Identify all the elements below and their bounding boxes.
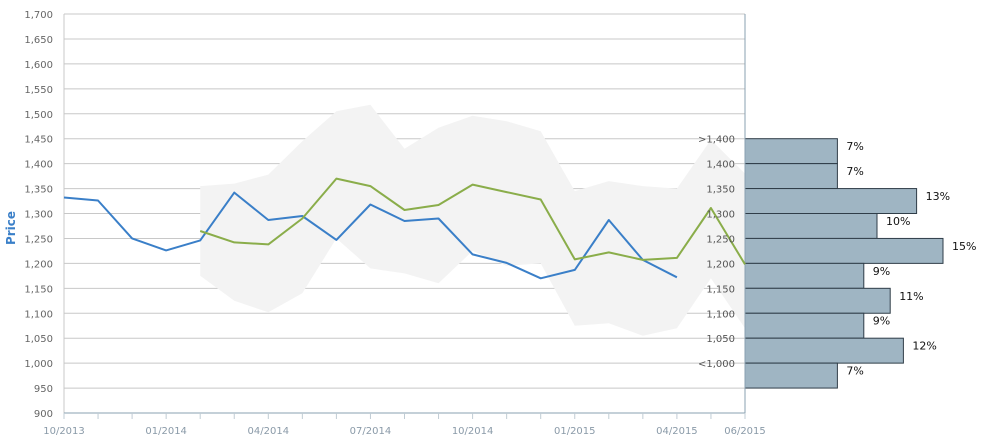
green-series-line	[199, 177, 746, 265]
distribution-range-label: 1,100	[706, 309, 735, 320]
distribution-range-label: <1,000	[698, 359, 735, 370]
distribution-percent-label: 9%	[873, 315, 890, 328]
distribution-range-label: 1,150	[706, 284, 735, 295]
series-lines	[63, 177, 746, 280]
range-band	[200, 104, 745, 336]
y-tick-label: 1,500	[24, 110, 53, 121]
distribution-bars	[744, 138, 944, 389]
distribution-range-label: 1,050	[706, 334, 735, 345]
distribution-bar	[744, 188, 918, 214]
y-tick-label: 1,350	[24, 185, 53, 196]
axes	[63, 14, 746, 419]
distribution-bar	[744, 337, 904, 364]
x-tick-label: 10/2014	[452, 426, 494, 437]
distribution-bar	[744, 213, 878, 239]
y-tick-label: 950	[34, 384, 53, 395]
distribution-range-label: >1,400	[698, 135, 735, 146]
y-tick-label: 1,600	[24, 60, 53, 71]
distribution-range-label: 1,250	[706, 234, 735, 245]
y-tick-label: 1,550	[24, 85, 53, 96]
distribution-bar	[744, 163, 838, 190]
y-tick-label: 1,300	[24, 210, 53, 221]
gridlines	[64, 13, 745, 414]
distribution-percent-label: 7%	[846, 365, 863, 378]
y-tick-label: 1,200	[24, 259, 53, 270]
y-tick-label: 1,650	[24, 35, 53, 46]
distribution-percent-label: 15%	[952, 240, 976, 253]
distribution-range-label: 1,200	[706, 259, 735, 270]
distribution-percent-label: 13%	[926, 190, 950, 203]
y-tick-label: 1,450	[24, 135, 53, 146]
y-tick-label: 1,250	[24, 234, 53, 245]
forecast-range-area	[200, 104, 745, 336]
x-tick-label: 04/2015	[656, 426, 698, 437]
x-tick-label: 07/2014	[350, 426, 392, 437]
y-axis-label: Price	[4, 211, 18, 245]
y-tick-label: 900	[34, 409, 53, 420]
y-tick-label: 1,150	[24, 284, 53, 295]
x-tick-label: 06/2015	[724, 426, 766, 437]
x-tick-label: 01/2015	[554, 426, 596, 437]
distribution-bar	[744, 287, 891, 314]
x-tick-label: 01/2014	[145, 426, 187, 437]
y-tick-label: 1,000	[24, 359, 53, 370]
distribution-bar	[744, 138, 838, 165]
distribution-percent-label: 11%	[899, 290, 923, 303]
distribution-bar	[744, 312, 865, 339]
distribution-percent-label: 7%	[846, 165, 863, 178]
distribution-range-label: 1,300	[706, 210, 735, 221]
distribution-percent-label: 7%	[846, 140, 863, 153]
distribution-percent-label: 10%	[886, 215, 910, 228]
distribution-range-label: 1,400	[706, 160, 735, 171]
distribution-percent-label: 9%	[873, 265, 890, 278]
y-tick-label: 1,400	[24, 160, 53, 171]
y-tick-label: 1,050	[24, 334, 53, 345]
y-tick-label: 1,100	[24, 309, 53, 320]
distribution-range-label: 1,350	[706, 185, 735, 196]
distribution-bar	[744, 262, 865, 289]
blue-series-line	[63, 191, 678, 280]
distribution-bar	[744, 237, 944, 264]
distribution-percent-label: 12%	[912, 340, 936, 353]
x-tick-label: 10/2013	[43, 426, 85, 437]
tick-labels: 900 950 1,000 1,050 1,100 1,150 1,200 1,250 1,30…	[24, 10, 976, 437]
y-tick-label: 1,700	[24, 10, 53, 21]
x-tick-label: 04/2014	[248, 426, 290, 437]
distribution-bar	[744, 362, 838, 389]
